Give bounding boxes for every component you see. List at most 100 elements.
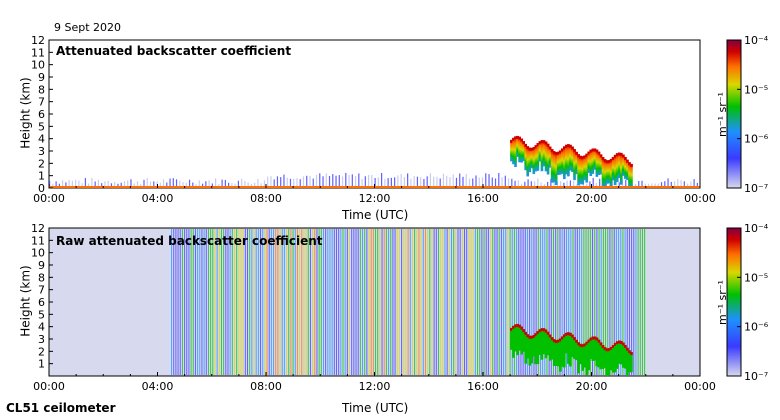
aerosol-column [403,177,405,188]
cloud-base [628,162,631,166]
x-tick-label: 20:00 [576,192,608,205]
y-tick-label: 9 [38,259,45,272]
noise-column [268,229,270,375]
aerosol-column [673,181,676,188]
noise-column [188,229,190,375]
cloud-column [532,334,536,357]
noise-column [199,229,201,375]
aerosol-column [420,177,422,188]
noise-column [637,229,639,375]
cloud-base [550,337,554,341]
noise-column [240,229,242,375]
noise-column [303,229,305,375]
cloud-base [520,138,523,142]
aerosol-column [286,177,288,188]
noise-column [416,229,418,375]
y-tick-label: 12 [31,34,45,47]
noise-column [461,229,463,375]
colorbar-tick-label: 10⁻⁷ [744,370,768,383]
cloud-column [626,159,629,180]
aerosol-column [97,179,100,188]
cloud-base [522,329,525,333]
x-tick-label: 00:00 [684,192,716,205]
noise-column [335,229,337,375]
cloud-base [626,159,629,163]
aerosol-column [690,181,692,188]
cloud-base [605,160,609,164]
cloud-base [619,152,623,156]
cloud-column [528,147,532,173]
noise-column [544,229,546,375]
aerosol-column [312,178,314,188]
noise-column [607,229,609,375]
aerosol-column [338,175,340,188]
cloud-base [575,339,578,343]
y-tick-label: 5 [38,120,45,133]
cloud-base [611,156,615,160]
noise-column [485,229,487,375]
cloud-base [540,140,544,144]
cloud-column [556,339,560,367]
cloud-base [514,324,517,328]
noise-column [186,229,188,375]
noise-column [446,229,448,375]
x-tick-label: 16:00 [467,380,499,393]
x-tick-label: 20:00 [576,380,608,393]
cloud-base [577,342,580,346]
y-tick-label: 11 [31,234,45,247]
cloud-column [607,348,611,376]
y-tick-label: 1 [38,358,45,371]
cloud-column [575,151,578,175]
noise-column [433,229,435,375]
aerosol-column [280,177,282,188]
cloud-column [579,343,582,365]
cloud-base [548,334,552,338]
aerosol-column [104,181,106,188]
cloud-base [581,156,584,160]
noise-column [305,229,307,375]
aerosol-column [485,173,487,188]
aerosol-column [527,179,529,188]
noise-column [192,229,194,375]
cloud-column [624,344,627,369]
noise-column [548,229,550,375]
cloud-column [601,157,605,188]
aerosol-column [228,182,230,188]
aerosol-column [647,183,650,188]
cloud-base [534,145,538,149]
cloud-base [593,148,597,152]
aerosol-column [140,183,142,188]
aerosol-column [433,176,435,188]
cloud-column [522,329,525,352]
cloud-base [613,342,617,346]
noise-column [424,229,426,375]
aerosol-column [657,183,659,188]
noise-column [264,229,266,375]
cloud-base [540,328,544,332]
noise-column [437,229,439,375]
aerosol-column [302,176,305,188]
aerosol-column [377,177,379,188]
cloud-column [599,154,603,175]
noise-column [453,229,455,375]
aerosol-column [247,182,249,188]
aerosol-column [599,178,601,188]
aerosol-column [638,180,640,188]
aerosol-column [71,180,73,188]
cloud-column [585,153,589,183]
aerosol-column [81,183,83,188]
cloud-column [546,331,550,356]
y-tick-label: 4 [38,321,45,334]
aerosol-column [58,183,60,188]
noise-column [602,229,604,375]
x-tick-label: 04:00 [142,192,174,205]
cloud-column [514,324,517,352]
y-tick-label: 6 [38,296,45,309]
y-tick-label: 2 [38,157,45,170]
colorbar-tick-label: 10⁻⁴ [744,34,769,47]
noise-column [320,229,322,375]
cloud-base [611,344,615,348]
noise-column [513,229,515,375]
aerosol-column [381,172,383,188]
noise-column [392,229,394,375]
